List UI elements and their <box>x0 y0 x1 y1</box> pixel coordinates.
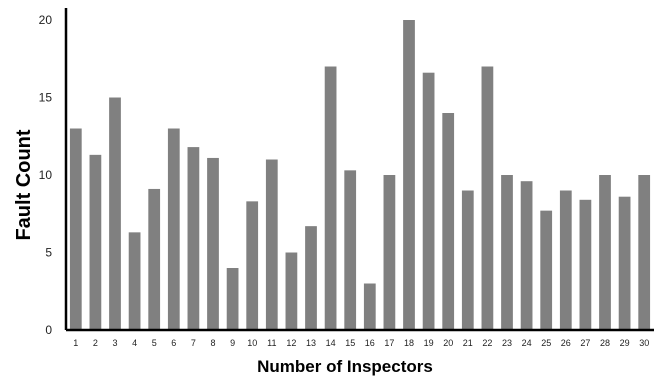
y-tick-label: 20 <box>39 13 53 27</box>
x-tick-label: 9 <box>230 338 235 348</box>
x-tick-label: 28 <box>600 338 610 348</box>
x-tick-label: 29 <box>620 338 630 348</box>
x-tick-label: 10 <box>247 338 257 348</box>
bar-17 <box>383 175 396 330</box>
x-tick-label: 18 <box>404 338 414 348</box>
x-tick-label: 6 <box>171 338 176 348</box>
x-tick-label: 16 <box>365 338 375 348</box>
x-tick-label: 1 <box>73 338 78 348</box>
bar-28 <box>599 175 611 330</box>
bar-22 <box>481 66 494 330</box>
bar-8 <box>207 157 219 330</box>
bar-15 <box>344 170 357 330</box>
y-tick-label: 0 <box>45 323 52 337</box>
x-tick-labels: 1 2 3 4 5 6 7 8 9 10 11 12 13 14 15 16 17 18 19 20 21 22 23 24 2… <box>73 338 649 348</box>
x-tick-label: 20 <box>443 338 453 348</box>
bar-3 <box>109 97 121 330</box>
bar-10 <box>246 201 259 330</box>
bar-7 <box>187 147 200 330</box>
bar-25 <box>540 210 553 330</box>
x-tick-label: 15 <box>345 338 355 348</box>
bar-11 <box>265 159 278 330</box>
x-tick-label: 17 <box>384 338 394 348</box>
y-axis-title: Fault Count <box>13 129 35 240</box>
x-tick-label: 21 <box>463 338 473 348</box>
bar-14 <box>324 66 337 330</box>
x-tick-label: 3 <box>112 338 117 348</box>
bar-12 <box>285 252 298 330</box>
x-tick-label: 5 <box>152 338 157 348</box>
x-tick-label: 12 <box>286 338 296 348</box>
bar-9 <box>226 268 239 330</box>
bar-20 <box>442 113 455 330</box>
x-tick-label: 13 <box>306 338 316 348</box>
bar-30 <box>638 175 651 330</box>
bar-5 <box>148 188 161 330</box>
bar-6 <box>167 128 180 330</box>
x-tick-label: 30 <box>639 338 649 348</box>
x-tick-label: 25 <box>541 338 551 348</box>
x-tick-label: 23 <box>502 338 512 348</box>
bars-group <box>69 20 651 330</box>
bar-2 <box>89 154 102 330</box>
x-tick-label: 27 <box>580 338 590 348</box>
x-tick-label: 19 <box>424 338 434 348</box>
x-tick-label: 14 <box>326 338 336 348</box>
bar-24 <box>520 181 533 330</box>
x-tick-label: 11 <box>267 338 276 348</box>
y-tick-label: 5 <box>45 246 52 260</box>
bar-4 <box>128 232 141 330</box>
x-tick-label: 26 <box>561 338 571 348</box>
y-tick-label: 15 <box>39 91 53 105</box>
x-axis-title: Number of Inspectors <box>257 357 433 376</box>
x-tick-label: 4 <box>132 338 137 348</box>
bar-21 <box>461 190 474 330</box>
bar-23 <box>501 175 513 330</box>
bar-1 <box>69 128 82 330</box>
y-tick-labels: 0 5 10 15 20 <box>39 13 53 337</box>
x-tick-label: 24 <box>522 338 532 348</box>
bar-29 <box>618 196 631 330</box>
bar-18 <box>403 20 415 330</box>
x-tick-label: 22 <box>482 338 492 348</box>
bar-16 <box>363 283 376 330</box>
bar-26 <box>559 190 572 330</box>
x-tick-label: 7 <box>191 338 196 348</box>
bar-13 <box>305 226 317 330</box>
y-tick-label: 10 <box>39 168 53 182</box>
bar-19 <box>422 72 435 330</box>
bar-27 <box>579 199 592 330</box>
x-tick-label: 8 <box>210 338 215 348</box>
x-tick-label: 2 <box>93 338 98 348</box>
